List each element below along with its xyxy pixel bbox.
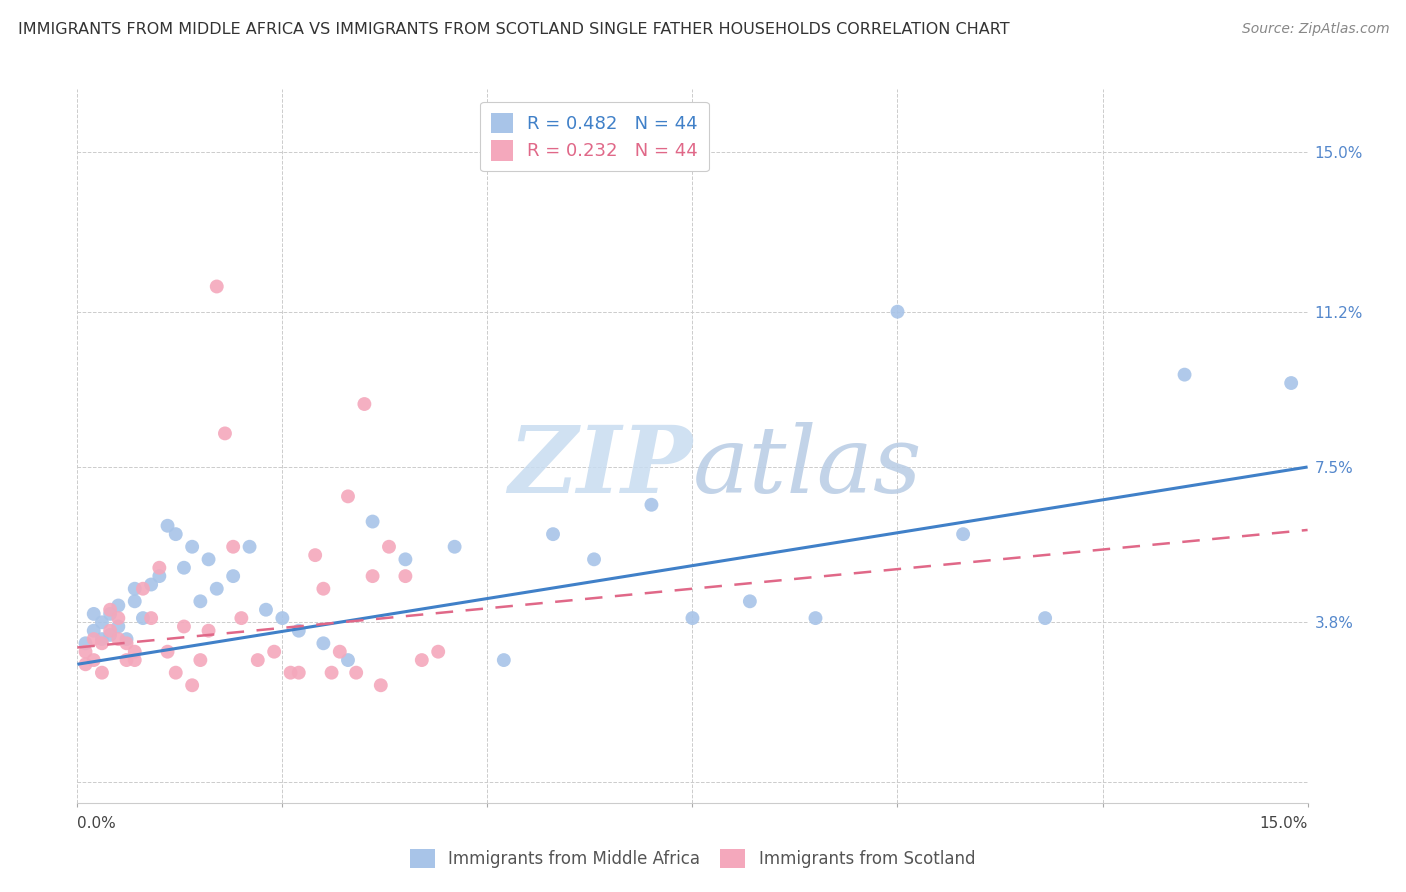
Text: atlas: atlas: [693, 423, 922, 512]
Point: [90, 636, 114, 650]
Point: [148, 560, 170, 574]
Text: ZIP: ZIP: [508, 423, 693, 512]
Point: [952, 527, 974, 541]
Point: [181, 678, 204, 692]
Point: [83, 653, 105, 667]
Point: [280, 665, 302, 680]
Point: [141, 611, 163, 625]
Point: [329, 645, 352, 659]
Point: [288, 624, 311, 638]
Point: [115, 653, 138, 667]
Point: [337, 653, 360, 667]
Point: [312, 582, 335, 596]
Point: [98, 603, 121, 617]
Point: [427, 645, 450, 659]
Point: [98, 624, 121, 638]
Point: [90, 615, 114, 630]
Point: [394, 552, 416, 566]
Point: [254, 603, 277, 617]
Point: [214, 426, 236, 441]
Point: [344, 665, 367, 680]
Point: [132, 582, 155, 596]
Point: [173, 619, 195, 633]
Point: [75, 657, 97, 672]
Point: [1174, 368, 1197, 382]
Point: [222, 569, 245, 583]
Point: [124, 645, 146, 659]
Point: [90, 665, 114, 680]
Point: [239, 540, 262, 554]
Point: [583, 552, 606, 566]
Point: [98, 628, 121, 642]
Point: [148, 569, 170, 583]
Point: [156, 518, 179, 533]
Point: [141, 577, 163, 591]
Point: [165, 527, 187, 541]
Text: Source: ZipAtlas.com: Source: ZipAtlas.com: [1241, 22, 1389, 37]
Point: [75, 636, 97, 650]
Point: [353, 397, 375, 411]
Point: [492, 653, 515, 667]
Point: [83, 624, 105, 638]
Point: [271, 611, 294, 625]
Point: [83, 607, 105, 621]
Point: [124, 653, 146, 667]
Point: [541, 527, 564, 541]
Legend: Immigrants from Middle Africa, Immigrants from Scotland: Immigrants from Middle Africa, Immigrant…: [402, 840, 983, 877]
Point: [304, 548, 326, 562]
Point: [124, 594, 146, 608]
Point: [394, 569, 416, 583]
Point: [312, 636, 335, 650]
Point: [246, 653, 269, 667]
Point: [640, 498, 662, 512]
Point: [205, 279, 228, 293]
Point: [1033, 611, 1056, 625]
Point: [222, 540, 245, 554]
Point: [682, 611, 704, 625]
Point: [197, 552, 219, 566]
Point: [337, 489, 360, 503]
Point: [361, 515, 384, 529]
Text: IMMIGRANTS FROM MIDDLE AFRICA VS IMMIGRANTS FROM SCOTLAND SINGLE FATHER HOUSEHOL: IMMIGRANTS FROM MIDDLE AFRICA VS IMMIGRA…: [18, 22, 1010, 37]
Point: [115, 636, 138, 650]
Point: [804, 611, 827, 625]
Point: [107, 599, 129, 613]
Point: [231, 611, 253, 625]
Point: [378, 540, 401, 554]
Point: [173, 560, 195, 574]
Point: [370, 678, 392, 692]
Point: [90, 632, 114, 646]
Point: [321, 665, 343, 680]
Point: [107, 619, 129, 633]
Text: 0.0%: 0.0%: [77, 816, 117, 831]
Point: [197, 624, 219, 638]
Point: [411, 653, 433, 667]
Point: [1279, 376, 1302, 390]
Point: [75, 645, 97, 659]
Point: [132, 611, 155, 625]
Point: [107, 632, 129, 646]
Text: 15.0%: 15.0%: [1260, 816, 1308, 831]
Point: [205, 582, 228, 596]
Point: [263, 645, 285, 659]
Point: [124, 582, 146, 596]
Point: [107, 611, 129, 625]
Point: [738, 594, 761, 608]
Point: [83, 632, 105, 646]
Point: [886, 304, 908, 318]
Point: [115, 632, 138, 646]
Point: [288, 665, 311, 680]
Point: [181, 540, 204, 554]
Point: [188, 653, 212, 667]
Point: [165, 665, 187, 680]
Point: [156, 645, 179, 659]
Point: [188, 594, 212, 608]
Point: [98, 607, 121, 621]
Point: [361, 569, 384, 583]
Point: [443, 540, 465, 554]
